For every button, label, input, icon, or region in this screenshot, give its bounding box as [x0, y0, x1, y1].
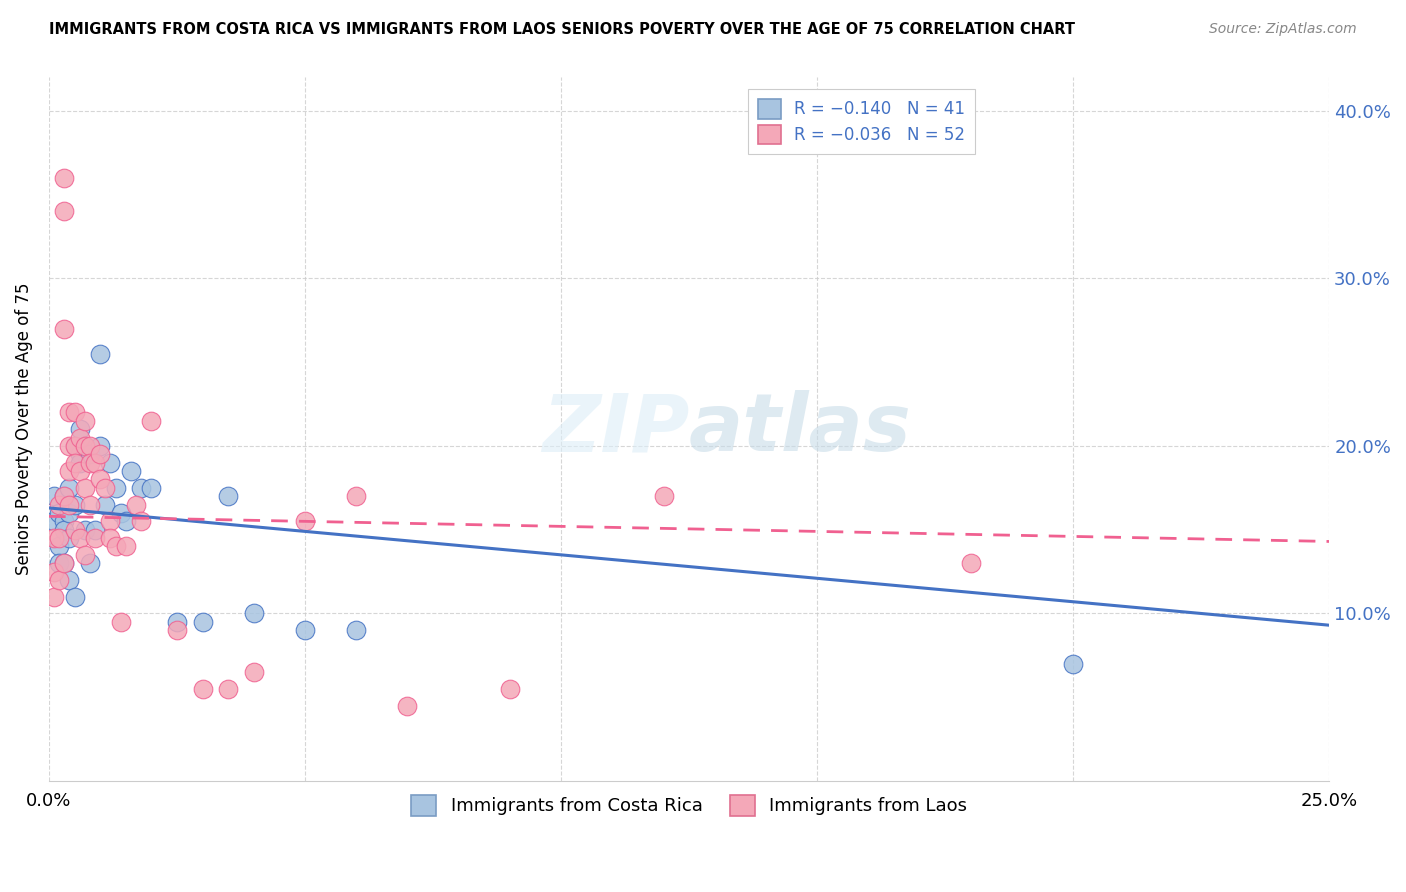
Point — [53, 322, 76, 336]
Point — [89, 447, 111, 461]
Point — [48, 506, 70, 520]
Point — [69, 431, 91, 445]
Point — [53, 204, 76, 219]
Point — [58, 498, 80, 512]
Point — [58, 573, 80, 587]
Point — [63, 590, 86, 604]
Point — [58, 464, 80, 478]
Point — [79, 447, 101, 461]
Point — [73, 439, 96, 453]
Point — [217, 681, 239, 696]
Point — [94, 498, 117, 512]
Point — [79, 439, 101, 453]
Point — [69, 456, 91, 470]
Y-axis label: Seniors Poverty Over the Age of 75: Seniors Poverty Over the Age of 75 — [15, 283, 32, 575]
Point — [42, 514, 65, 528]
Point — [53, 514, 76, 528]
Point — [63, 523, 86, 537]
Point — [499, 681, 522, 696]
Point — [217, 489, 239, 503]
Text: ZIP: ZIP — [541, 390, 689, 468]
Point — [42, 489, 65, 503]
Point — [84, 523, 107, 537]
Point — [110, 615, 132, 629]
Point — [53, 489, 76, 503]
Point — [69, 447, 91, 461]
Point — [63, 405, 86, 419]
Point — [58, 481, 80, 495]
Point — [294, 514, 316, 528]
Point — [110, 506, 132, 520]
Point — [84, 456, 107, 470]
Point — [48, 573, 70, 587]
Point — [48, 556, 70, 570]
Point — [94, 481, 117, 495]
Point — [100, 514, 122, 528]
Point — [63, 439, 86, 453]
Point — [48, 498, 70, 512]
Point — [58, 439, 80, 453]
Point — [53, 556, 76, 570]
Point — [243, 607, 266, 621]
Point — [53, 523, 76, 537]
Point — [73, 439, 96, 453]
Point — [53, 489, 76, 503]
Point — [129, 481, 152, 495]
Text: atlas: atlas — [689, 390, 912, 468]
Point — [243, 665, 266, 679]
Point — [53, 556, 76, 570]
Point — [344, 489, 367, 503]
Point — [63, 439, 86, 453]
Point — [79, 456, 101, 470]
Text: IMMIGRANTS FROM COSTA RICA VS IMMIGRANTS FROM LAOS SENIORS POVERTY OVER THE AGE : IMMIGRANTS FROM COSTA RICA VS IMMIGRANTS… — [49, 22, 1076, 37]
Point — [166, 615, 188, 629]
Point — [73, 481, 96, 495]
Text: Source: ZipAtlas.com: Source: ZipAtlas.com — [1209, 22, 1357, 37]
Point — [104, 540, 127, 554]
Point — [104, 481, 127, 495]
Point — [114, 514, 136, 528]
Point — [114, 540, 136, 554]
Point — [53, 170, 76, 185]
Point — [79, 556, 101, 570]
Point — [69, 531, 91, 545]
Point — [73, 523, 96, 537]
Point — [58, 405, 80, 419]
Point — [63, 456, 86, 470]
Point — [48, 540, 70, 554]
Point — [1062, 657, 1084, 671]
Point — [69, 422, 91, 436]
Point — [100, 456, 122, 470]
Point — [42, 531, 65, 545]
Point — [191, 681, 214, 696]
Point — [166, 624, 188, 638]
Point — [652, 489, 675, 503]
Point — [69, 464, 91, 478]
Point — [73, 414, 96, 428]
Point — [58, 531, 80, 545]
Point — [191, 615, 214, 629]
Point — [959, 556, 981, 570]
Point — [89, 439, 111, 453]
Point — [48, 531, 70, 545]
Point — [79, 498, 101, 512]
Point — [141, 414, 163, 428]
Point — [73, 548, 96, 562]
Point — [141, 481, 163, 495]
Point — [84, 531, 107, 545]
Point — [42, 565, 65, 579]
Point — [125, 498, 148, 512]
Point — [396, 698, 419, 713]
Point — [294, 624, 316, 638]
Point — [58, 506, 80, 520]
Point — [129, 514, 152, 528]
Point — [100, 531, 122, 545]
Point — [344, 624, 367, 638]
Legend: Immigrants from Costa Rica, Immigrants from Laos: Immigrants from Costa Rica, Immigrants f… — [402, 786, 976, 825]
Point — [89, 473, 111, 487]
Point — [63, 498, 86, 512]
Point — [42, 590, 65, 604]
Point — [120, 464, 142, 478]
Point — [89, 347, 111, 361]
